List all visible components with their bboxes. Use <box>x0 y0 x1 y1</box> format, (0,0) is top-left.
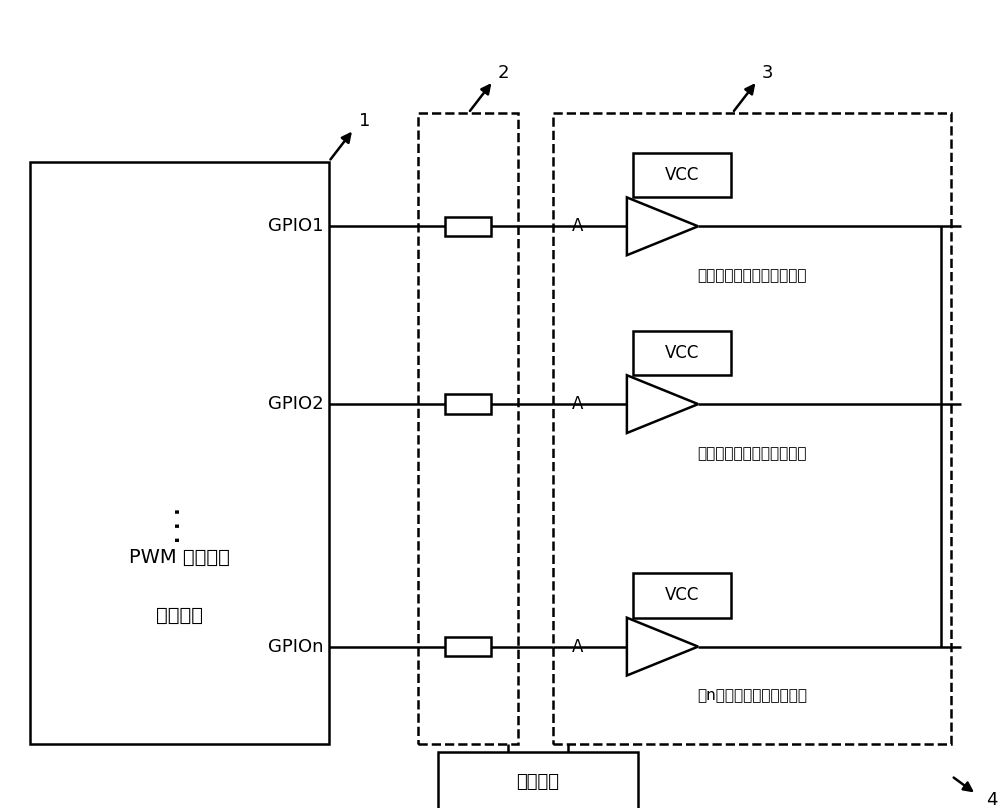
Text: GPIO2: GPIO2 <box>268 395 324 413</box>
Text: 2: 2 <box>498 64 510 82</box>
Bar <box>633 152 731 197</box>
Bar <box>445 394 491 414</box>
Bar <box>445 637 491 656</box>
Text: A: A <box>572 217 584 235</box>
Bar <box>633 573 731 618</box>
Bar <box>553 114 951 744</box>
Bar <box>30 161 329 744</box>
Bar <box>633 331 731 375</box>
Text: 3: 3 <box>762 64 774 82</box>
Text: VCC: VCC <box>665 344 699 362</box>
Text: VCC: VCC <box>665 166 699 184</box>
Bar <box>418 114 518 744</box>
Bar <box>438 752 638 811</box>
Text: A: A <box>572 637 584 655</box>
Text: 4: 4 <box>986 792 998 809</box>
Text: · · ·: · · · <box>170 508 189 543</box>
Text: PWM 驱动信号: PWM 驱动信号 <box>129 548 230 567</box>
Text: 1: 1 <box>359 112 370 131</box>
Text: GPIOn: GPIOn <box>268 637 324 655</box>
Text: VCC: VCC <box>665 586 699 604</box>
Text: 电源电路: 电源电路 <box>516 773 559 791</box>
Text: 第n超声波换能器驱动电路: 第n超声波换能器驱动电路 <box>697 689 807 704</box>
Text: GPIO1: GPIO1 <box>268 217 324 235</box>
Text: A: A <box>572 395 584 413</box>
Text: 第一超声波换能器驱动电路: 第一超声波换能器驱动电路 <box>697 268 807 283</box>
Bar <box>445 217 491 236</box>
Text: 第二超声波换能器驱动电路: 第二超声波换能器驱动电路 <box>697 446 807 461</box>
Text: 发生电路: 发生电路 <box>156 606 203 625</box>
